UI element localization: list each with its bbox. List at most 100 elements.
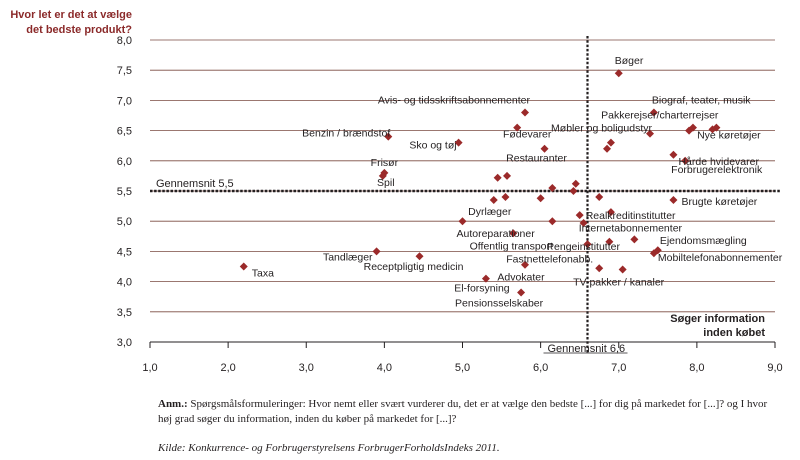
data-point-marker [575,211,584,220]
data-point-marker [489,196,498,205]
data-point-label: Nye køretøjer [697,130,761,142]
data-point-label: Spil [377,177,395,189]
data-point-label: Frisør [371,157,399,169]
source: Kilde: Konkurrence- og Forbrugerstyrelse… [158,442,500,454]
data-point-label: Tandlæger [323,251,373,263]
data-point-label: Biograf, teater, musik [652,94,751,106]
y-tick-label: 6,0 [117,156,132,168]
data-point-marker [501,193,510,202]
x-axis-title-line-1: Søger information [670,313,765,325]
data-point-label: Avis- og tidsskriftsabonnementer [378,94,531,106]
data-point-label: Pengeinstitutter [547,241,620,253]
note-text: Spørgsmålsformuleringer: Hvor nemt eller… [158,398,768,425]
x-axis-title-line-2: inden købet [703,327,765,339]
x-tick-label: 9,0 [767,362,782,374]
y-tick-label: 5,5 [117,186,132,198]
x-tick-label: 7,0 [611,362,626,374]
x-tick-label: 2,0 [220,362,235,374]
point-labels: Bøger Avis- og tidsskriftsabonnementer Bio… [252,55,783,309]
data-point-label: Pensionsselskaber [455,297,544,309]
data-point-marker [669,150,678,159]
data-point-marker [540,144,549,153]
data-points [239,69,721,297]
data-point-label: Dyrlæger [468,206,512,218]
y-tick-label: 7,0 [117,95,132,107]
data-point-marker [548,217,557,226]
data-point-marker [493,173,502,182]
y-tick-label: 3,5 [117,307,132,319]
y-tick-label: 4,5 [117,246,132,258]
data-point-marker [384,132,393,141]
data-point-marker [669,196,678,205]
data-point-marker [688,123,697,132]
y-tick-label: 8,0 [117,35,132,47]
data-point-label: Taxa [252,268,274,280]
data-point-marker [415,252,424,261]
data-point-label: Bøger [615,55,644,67]
scatter-chart: 3,0 3,5 4,0 4,5 5,0 5,5 6,0 6,5 7,0 7,5 8,0 1,0 2,0… [10,9,783,374]
data-point-marker [595,193,604,202]
x-tick-label: 3,0 [299,362,314,374]
data-point-marker [372,247,381,256]
x-tick-label: 5,0 [455,362,470,374]
data-point-label: TV-pakker / kanaler [573,277,665,289]
data-point-marker [630,235,639,244]
data-point-marker [603,144,612,153]
data-point-label: El-forsyning [454,283,510,295]
data-point-marker [708,125,717,134]
data-point-marker [571,179,580,188]
data-point-label: Pakkerejser/charterrejser [601,110,719,122]
x-tick-label: 8,0 [689,362,704,374]
data-point-marker [513,123,522,132]
data-point-label: Ejendomsmægling [660,235,747,247]
x-tick-label: 6,0 [533,362,548,374]
x-tick-label: 1,0 [142,362,157,374]
average-lines: Gennemsnit 5,5 Gennemsnit 6,6 [150,36,780,355]
data-point-marker [606,208,615,217]
data-point-label: Restauranter [506,153,567,165]
y-tick-label: 3,0 [117,337,132,349]
data-point-marker [579,219,588,228]
data-point-label: Sko og tøj [409,140,456,152]
data-point-label: Internetabonnementer [579,222,683,234]
note-prefix: Anm.: [158,398,188,410]
y-tick-label: 6,5 [117,126,132,138]
data-point-marker [454,138,463,147]
data-point-label: Hårde hvidevarer [678,156,759,168]
data-point-marker [239,262,248,271]
data-point-marker [536,194,545,203]
data-point-label: Fødevarer [503,129,552,141]
data-point-marker [458,217,467,226]
data-point-marker [614,69,623,78]
average-x-label: Gennemsnit 6,6 [548,343,626,355]
data-point-label: Benzin / brændstof [302,128,390,140]
data-point-marker [548,183,557,192]
y-axis-title-line-2: det bedste produkt? [26,24,132,36]
data-point-marker [509,229,518,238]
data-point-marker [481,274,490,283]
x-tick-label: 4,0 [377,362,392,374]
y-tick-label: 7,5 [117,65,132,77]
data-point-marker [595,264,604,273]
data-point-marker [618,265,627,274]
data-point-label: Brugte køretøjer [681,196,757,208]
data-point-label: Mobiltelefonabonnementer [658,252,783,264]
data-point-marker [649,249,658,258]
x-tick-labels: 1,0 2,0 3,0 4,0 5,0 6,0 7,0 8,0 9,0 [142,362,782,374]
data-point-marker [378,171,387,180]
data-point-label: Offentlig transport [470,240,553,252]
data-point-marker [521,260,529,269]
data-point-label: Fastnettelefonabb. [506,253,593,265]
average-y-label: Gennemsnit 5,5 [156,178,234,190]
data-point-label: Realkreditinstitutter [586,210,676,222]
note: Anm.: Spørgsmålsformuleringer: Hvor nemt… [158,397,778,427]
y-axis-title-line-1: Hvor let er det at vælge [10,9,132,21]
data-point-label: Forbrugerelektronik [671,164,763,176]
data-point-marker [521,108,529,117]
data-point-marker [646,129,654,138]
data-point-marker [503,171,512,180]
data-point-marker [681,156,690,165]
data-point-label: Advokater [497,272,545,284]
data-point-marker [649,108,658,117]
